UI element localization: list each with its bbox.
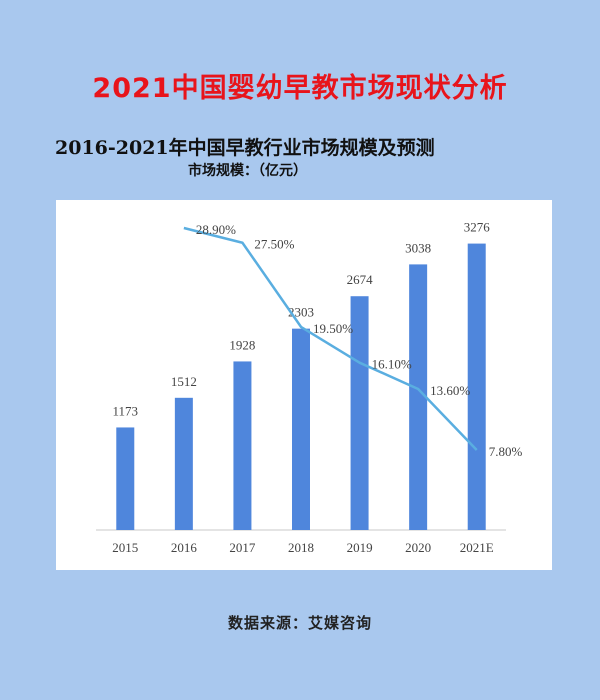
- plot-area: 1173 2015 1512 2016 1928 2017 2303 2018 2674 2019…: [56, 200, 552, 570]
- growth-rate-label-2018: 19.50%: [313, 321, 353, 336]
- bar-value-label-2015: 1173: [113, 403, 139, 418]
- growth-rate-label-2016: 28.90%: [196, 222, 236, 237]
- bar-value-label-2016: 1512: [171, 374, 197, 389]
- x-tick-label-2016: 2016: [171, 540, 198, 555]
- bar-2015: [116, 427, 135, 530]
- chart-svg: 1173201515122016192820172303201826742019…: [96, 220, 523, 555]
- x-tick-label-2017: 2017: [229, 540, 256, 555]
- bar-value-label-2021E: 3276: [464, 220, 491, 235]
- growth-rate-label-2019: 16.10%: [372, 357, 412, 372]
- growth-rate-label-2021E: 7.80%: [489, 444, 523, 459]
- bar-2020: [409, 264, 428, 530]
- bar-value-label-2017: 1928: [229, 337, 255, 352]
- page-title: 2021中国婴幼早教市场现状分析: [92, 73, 508, 104]
- bar-2018: [292, 328, 310, 530]
- growth-rate-line: [183, 226, 478, 451]
- x-tick-label-2021E: 2021E: [460, 540, 494, 555]
- growth-rate-label-2017: 27.50%: [254, 237, 294, 252]
- bar-value-label-2019: 2674: [347, 272, 374, 287]
- bar-2019: [350, 296, 369, 530]
- x-tick-label-2018: 2018: [288, 540, 314, 555]
- x-tick-label-2019: 2019: [347, 540, 373, 555]
- data-source: 数据来源：艾媒咨询: [227, 614, 372, 632]
- bar-2021E: [467, 243, 486, 531]
- x-tick-label-2015: 2015: [112, 540, 138, 555]
- bar-2017: [233, 361, 252, 530]
- bar-value-label-2020: 3038: [405, 240, 431, 255]
- x-tick-label-2020: 2020: [405, 540, 431, 555]
- bar-2016: [174, 397, 193, 530]
- growth-rate-label-2020: 13.60%: [430, 383, 470, 398]
- y-axis-unit-label: 市场规模：（亿元）: [188, 163, 307, 179]
- chart-title: 2016-2021年中国早教行业市场规模及预测: [55, 137, 435, 159]
